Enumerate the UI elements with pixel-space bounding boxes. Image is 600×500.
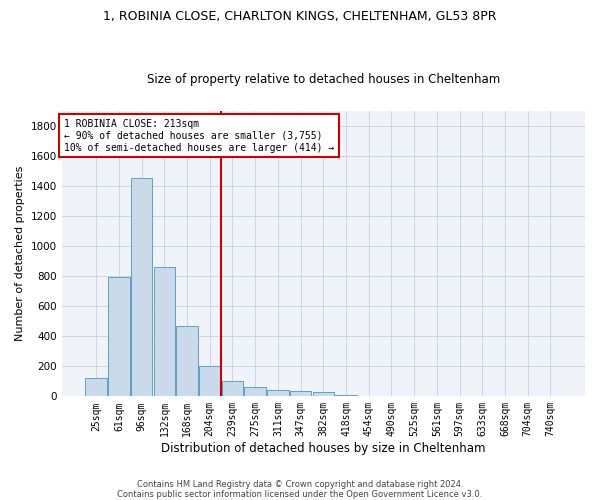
- Text: 1, ROBINIA CLOSE, CHARLTON KINGS, CHELTENHAM, GL53 8PR: 1, ROBINIA CLOSE, CHARLTON KINGS, CHELTE…: [103, 10, 497, 23]
- Bar: [313, 392, 334, 396]
- Bar: [108, 277, 130, 396]
- Bar: [154, 267, 175, 396]
- Text: Contains public sector information licensed under the Open Government Licence v3: Contains public sector information licen…: [118, 490, 482, 499]
- Bar: [131, 178, 152, 396]
- X-axis label: Distribution of detached houses by size in Cheltenham: Distribution of detached houses by size …: [161, 442, 485, 455]
- Bar: [335, 395, 357, 396]
- Y-axis label: Number of detached properties: Number of detached properties: [15, 166, 25, 341]
- Text: Contains HM Land Registry data © Crown copyright and database right 2024.: Contains HM Land Registry data © Crown c…: [137, 480, 463, 489]
- Bar: [199, 366, 221, 396]
- Bar: [244, 386, 266, 396]
- Bar: [85, 378, 107, 396]
- Text: 1 ROBINIA CLOSE: 213sqm
← 90% of detached houses are smaller (3,755)
10% of semi: 1 ROBINIA CLOSE: 213sqm ← 90% of detache…: [64, 120, 335, 152]
- Bar: [267, 390, 289, 396]
- Bar: [290, 391, 311, 396]
- Title: Size of property relative to detached houses in Cheltenham: Size of property relative to detached ho…: [147, 73, 500, 86]
- Bar: [222, 382, 243, 396]
- Bar: [176, 326, 198, 396]
